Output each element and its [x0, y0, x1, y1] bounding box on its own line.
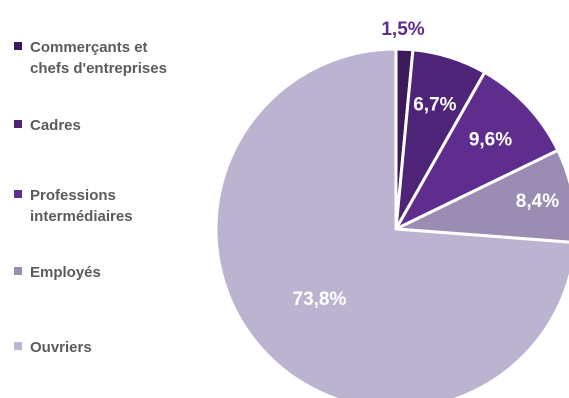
data-label-commercants: 1,5% — [381, 19, 424, 40]
legend-label-line: Cadres — [30, 117, 81, 134]
legend-item-ouvriers: Ouvriers — [14, 337, 230, 358]
legend-label-line: Employés — [30, 264, 101, 281]
legend-label-line: Commerçants et — [30, 39, 148, 56]
legend-item-commercants: Commerçants et chefs d'entreprises — [14, 37, 230, 79]
pie-slice-employes — [394, 148, 569, 244]
legend-label-line: intermédiaires — [30, 208, 133, 225]
legend-label-line: Professions — [30, 187, 116, 204]
data-label-employes: 8,4% — [516, 191, 559, 212]
legend-swatch-ouvriers — [14, 342, 22, 350]
legend-label-line: chefs d'entreprises — [30, 60, 167, 77]
pie-slice-ouvriers — [214, 47, 569, 398]
legend-item-professions: Professions intermédiaires — [14, 185, 230, 227]
legend-label-commercants: Commerçants et chefs d'entreprises — [30, 37, 230, 79]
data-label-cadres: 6,7% — [413, 94, 456, 115]
pie-slice-professions — [394, 70, 560, 231]
legend-label-ouvriers: Ouvriers — [30, 337, 230, 358]
legend-label-line: Ouvriers — [30, 339, 92, 356]
legend-swatch-professions — [14, 190, 22, 198]
legend-swatch-employes — [14, 267, 22, 275]
legend-item-employes: Employés — [14, 262, 230, 283]
chart-legend: Commerçants et chefs d'entreprises Cadre… — [0, 0, 230, 398]
legend-swatch-commercants — [14, 42, 22, 50]
legend-label-professions: Professions intermédiaires — [30, 185, 230, 227]
data-label-professions: 9,6% — [469, 129, 512, 150]
legend-label-employes: Employés — [30, 262, 230, 283]
legend-label-cadres: Cadres — [30, 115, 230, 136]
data-label-ouvriers: 73,8% — [293, 289, 347, 310]
legend-swatch-cadres — [14, 120, 22, 128]
legend-item-cadres: Cadres — [14, 115, 230, 136]
